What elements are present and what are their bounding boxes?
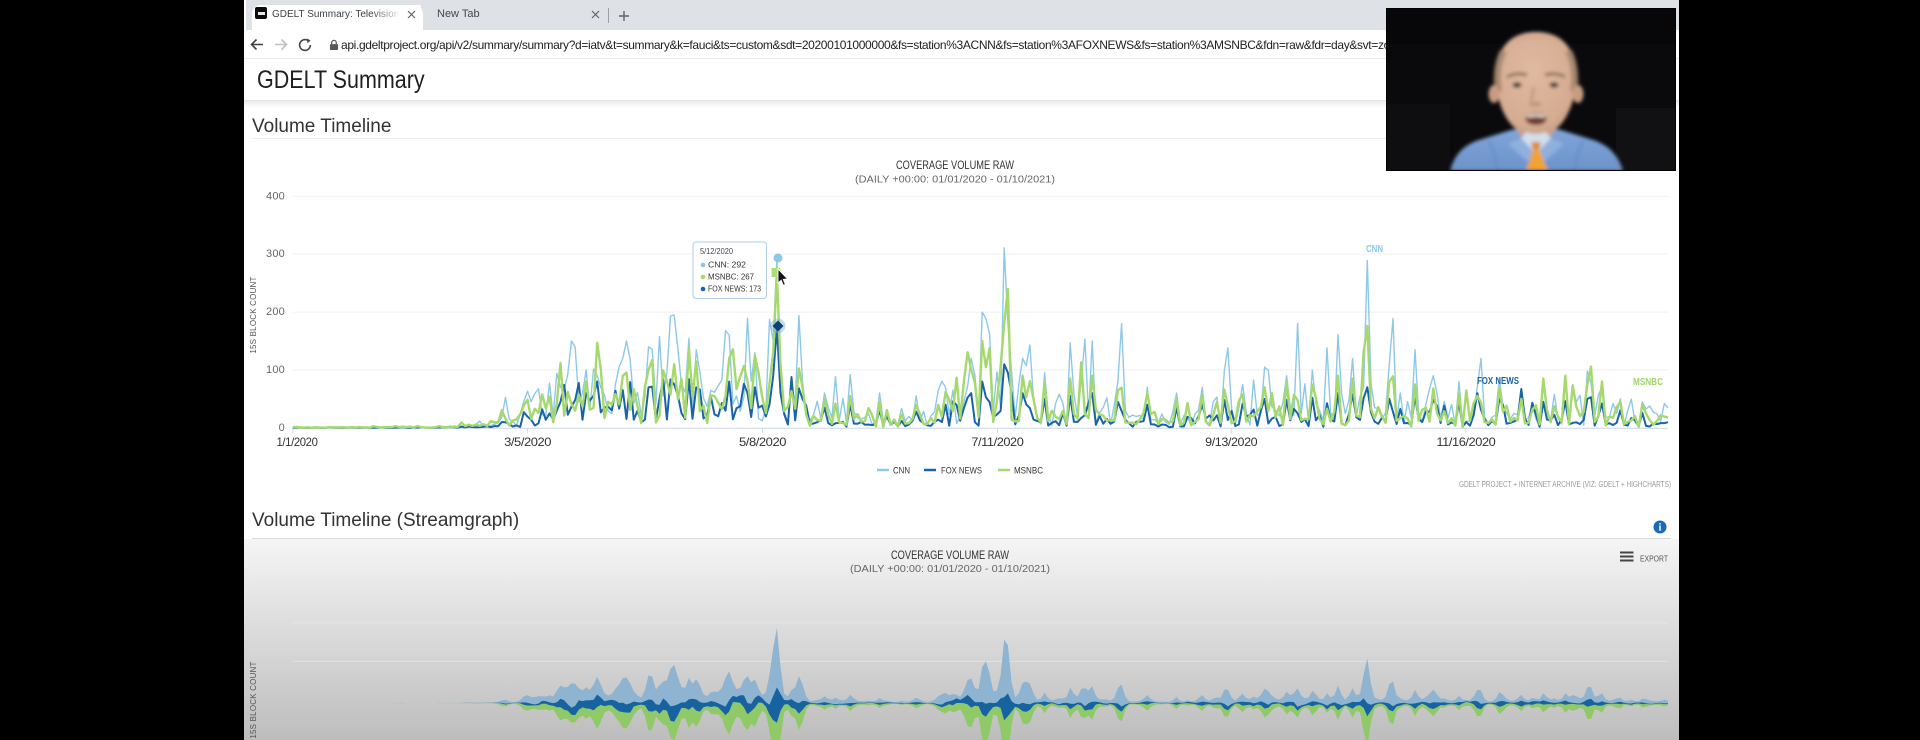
svg-text:COVERAGE VOLUME RAW: COVERAGE VOLUME RAW (891, 548, 1010, 562)
svg-text:(DAILY +00:00: 01/01/2020 - 01: (DAILY +00:00: 01/01/2020 - 01/10/2021) (850, 564, 1050, 575)
svg-text:EXPORT: EXPORT (1640, 555, 1668, 564)
svg-text:MSNBC: 267: MSNBC: 267 (708, 273, 755, 282)
svg-text:5/12/2020: 5/12/2020 (700, 247, 734, 256)
svg-text:i: i (1659, 523, 1662, 534)
svg-text:MSNBC: MSNBC (1633, 377, 1663, 388)
svg-text:11/16/2020: 11/16/2020 (1436, 435, 1496, 449)
svg-text:300: 300 (266, 248, 285, 260)
svg-text:15S BLOCK COUNT: 15S BLOCK COUNT (249, 276, 258, 353)
svg-text:7/11/2020: 7/11/2020 (971, 435, 1024, 449)
svg-text:5/8/2020: 5/8/2020 (739, 435, 787, 449)
svg-text:15S BLOCK COUNT: 15S BLOCK COUNT (249, 661, 258, 738)
svg-text:CNN: 292: CNN: 292 (708, 261, 747, 270)
svg-text:3/5/2020: 3/5/2020 (504, 435, 552, 449)
svg-text:1/1/2020: 1/1/2020 (277, 435, 319, 449)
svg-text:0: 0 (279, 422, 285, 434)
svg-text:400: 400 (266, 191, 285, 203)
svg-text:200: 200 (266, 306, 285, 318)
svg-text:FOX NEWS: 173: FOX NEWS: 173 (708, 285, 761, 294)
svg-text:GDELT PROJECT + INTERNET ARCHI: GDELT PROJECT + INTERNET ARCHIVE (VIZ: G… (1459, 480, 1671, 489)
svg-text:FOX NEWS: FOX NEWS (1477, 376, 1519, 387)
svg-text:MSNBC: MSNBC (1014, 466, 1043, 476)
svg-text:FOX NEWS: FOX NEWS (941, 466, 982, 476)
svg-text:CNN: CNN (893, 466, 910, 476)
svg-text:(DAILY +00:00: 01/01/2020 - 01: (DAILY +00:00: 01/01/2020 - 01/10/2021) (855, 175, 1055, 186)
svg-text:9/13/2020: 9/13/2020 (1205, 435, 1258, 449)
svg-text:100: 100 (266, 364, 285, 376)
svg-text:COVERAGE VOLUME RAW: COVERAGE VOLUME RAW (896, 158, 1015, 172)
svg-text:CNN: CNN (1366, 244, 1383, 255)
